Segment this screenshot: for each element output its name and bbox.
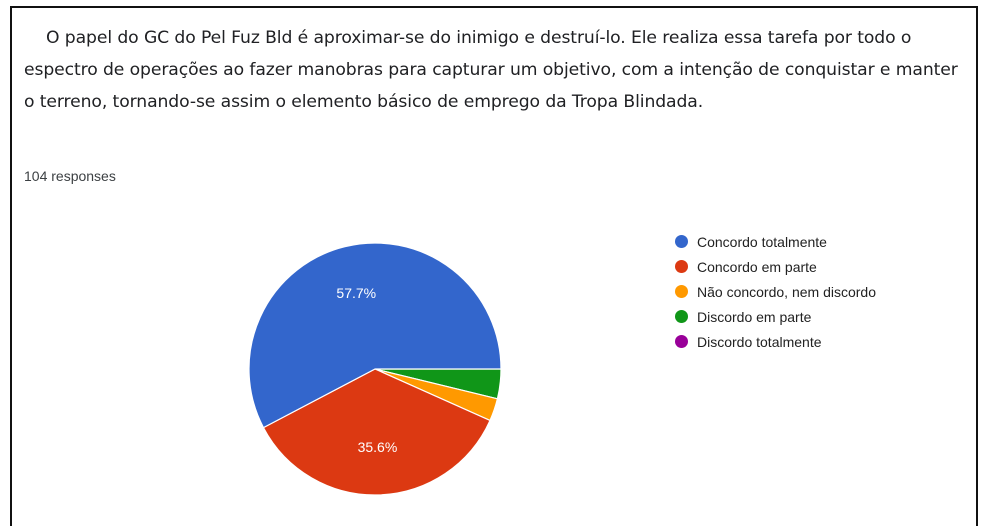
- legend-dot-icon: [675, 310, 688, 323]
- legend-item-4[interactable]: Discordo totalmente: [675, 329, 876, 354]
- legend-label: Concordo em parte: [697, 258, 817, 275]
- legend-label: Concordo totalmente: [697, 233, 827, 250]
- legend-item-3[interactable]: Discordo em parte: [675, 304, 876, 329]
- response-count: 104 responses: [24, 168, 116, 184]
- pie-slice-label-0: 57.7%: [336, 285, 376, 301]
- legend-dot-icon: [675, 235, 688, 248]
- legend-label: Discordo totalmente: [697, 333, 822, 350]
- legend-dot-icon: [675, 335, 688, 348]
- pie-chart: 35.6% 57.7%: [248, 242, 502, 496]
- question-card: [10, 6, 978, 526]
- legend-label: Não concordo, nem discordo: [697, 283, 876, 300]
- legend-dot-icon: [675, 260, 688, 273]
- legend-item-2[interactable]: Não concordo, nem discordo: [675, 279, 876, 304]
- pie-slice-0[interactable]: [248, 242, 502, 429]
- legend-item-0[interactable]: Concordo totalmente: [675, 229, 876, 254]
- legend-item-1[interactable]: Concordo em parte: [675, 254, 876, 279]
- question-text: O papel do GC do Pel Fuz Bld é aproximar…: [24, 28, 958, 112]
- pie-slice-label-1: 35.6%: [358, 439, 398, 455]
- pie-slice-1[interactable]: [262, 368, 491, 496]
- chart-legend: Concordo totalmente Concordo em parte Não …: [675, 229, 876, 354]
- legend-dot-icon: [675, 285, 688, 298]
- legend-label: Discordo em parte: [697, 308, 812, 325]
